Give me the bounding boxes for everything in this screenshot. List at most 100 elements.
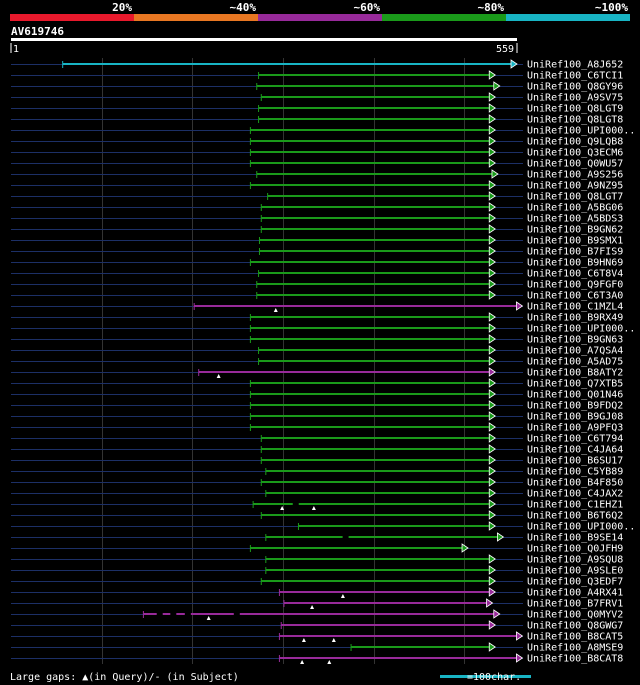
hit-label[interactable]: UniRef100_Q3ECM6 [527,148,623,159]
hit-bar[interactable] [258,272,490,274]
hit-row[interactable]: UniRef100_C4JA64 [11,444,623,456]
hit-bar[interactable] [256,173,492,175]
hit-row[interactable]: UniRef100_B9HN69 [11,257,623,269]
hit-row[interactable]: UniRef100_Q3EDF7 [11,576,623,588]
hit-label[interactable]: UniRef100_A9NZ95 [527,181,623,192]
hit-label[interactable]: UniRef100_Q0WU57 [527,159,623,170]
hit-row[interactable]: UniRef100_Q0JFH9 [11,543,623,555]
hit-bar[interactable] [261,514,490,516]
hit-bar[interactable] [279,635,517,637]
hit-label[interactable]: UniRef100_Q0JFH9 [527,544,623,555]
hit-row[interactable]: UniRef100_A9NZ95 [11,180,623,192]
hit-bar[interactable] [261,206,490,208]
hit-bar[interactable] [250,261,490,263]
hit-bar[interactable] [250,316,490,318]
hit-label[interactable]: UniRef100_B9GN62 [527,225,623,236]
hit-row[interactable]: UniRef100_B9FDQ2 [11,400,623,412]
hit-label[interactable]: UniRef100_B7FRV1 [527,599,623,610]
hit-bar[interactable] [351,646,490,648]
hit-bar[interactable] [281,624,490,626]
hit-bar[interactable] [267,195,490,197]
hit-label[interactable]: UniRef100_Q8GWG7 [527,621,623,632]
hit-bar[interactable] [261,437,490,439]
hit-row[interactable]: UniRef100_A5BDS3 [11,213,623,225]
hit-bar[interactable] [250,184,490,186]
hit-label[interactable]: UniRef100_C6T794 [527,434,623,445]
hit-bar[interactable] [265,492,490,494]
hit-row[interactable]: UniRef100_A8J652 [11,59,623,71]
hit-row[interactable]: UniRef100_Q8GWG7 [11,620,623,632]
hit-bar[interactable] [250,129,490,131]
hit-label[interactable]: UniRef100_A9S256 [527,170,623,181]
hit-row[interactable]: UniRef100_Q3ECM6 [11,147,623,159]
hit-row[interactable]: UniRef100_B9GJ08 [11,411,623,423]
hit-bar[interactable] [250,151,490,153]
hit-label[interactable]: UniRef100_C6TCI1 [527,71,623,82]
hit-label[interactable]: UniRef100_UPI000.. [527,324,635,335]
hit-row[interactable]: UniRef100_Q0WU57 [11,158,623,170]
hit-row[interactable]: UniRef100_B8CAT8 [11,653,623,665]
hit-bar[interactable] [265,536,498,538]
hit-row[interactable]: UniRef100_B9SE14 [11,532,623,544]
hit-row[interactable]: UniRef100_UPI000.. [11,125,635,137]
hit-bar[interactable] [261,217,490,219]
hit-row[interactable]: UniRef100_A9SV75 [11,92,623,104]
hit-bar[interactable] [250,426,490,428]
hit-label[interactable]: UniRef100_Q0MYV2 [527,610,623,621]
hit-label[interactable]: UniRef100_A9SV75 [527,93,623,104]
hit-row[interactable]: UniRef100_Q9LQB8 [11,136,623,148]
hit-label[interactable]: UniRef100_C4JA64 [527,445,623,456]
hit-row[interactable]: UniRef100_C6T8V4 [11,268,623,280]
hit-label[interactable]: UniRef100_A9SQU8 [527,555,623,566]
hit-bar[interactable] [261,481,490,483]
hit-label[interactable]: UniRef100_Q8LGT9 [527,104,623,115]
hit-row[interactable]: UniRef100_B6SU17 [11,455,623,467]
hit-label[interactable]: UniRef100_B6T6Q2 [527,511,623,522]
hit-bar[interactable] [253,503,490,505]
hit-label[interactable]: UniRef100_A7QSA4 [527,346,623,357]
hit-bar[interactable] [194,305,517,307]
hit-row[interactable]: UniRef100_Q01N46 [11,389,623,401]
hit-bar[interactable] [250,547,463,549]
hit-row[interactable]: UniRef100_UPI000.. [11,521,635,533]
hit-label[interactable]: UniRef100_A5AD75 [527,357,623,368]
hit-bar[interactable] [258,118,490,120]
hit-bar[interactable] [261,228,490,230]
hit-label[interactable]: UniRef100_Q01N46 [527,390,623,401]
hit-bar[interactable] [258,349,490,351]
hit-label[interactable]: UniRef100_B8ATY2 [527,368,623,379]
hit-row[interactable]: UniRef100_Q9FGF0 [11,279,623,291]
hit-row[interactable]: UniRef100_B8ATY2 [11,367,623,379]
hit-bar[interactable] [250,415,490,417]
hit-bar[interactable] [256,85,494,87]
hit-label[interactable]: UniRef100_Q9FGF0 [527,280,623,291]
hit-label[interactable]: UniRef100_Q8LGT8 [527,115,623,126]
hit-bar[interactable] [198,371,490,373]
hit-row[interactable]: UniRef100_B9GN62 [11,224,623,236]
hit-bar[interactable] [250,162,490,164]
hit-row[interactable]: UniRef100_Q8LGT8 [11,114,623,126]
hit-row[interactable]: UniRef100_UPI000.. [11,323,635,335]
hit-bar[interactable] [250,404,490,406]
hit-row[interactable]: UniRef100_B8CAT5 [11,631,623,643]
hit-label[interactable]: UniRef100_C4JAX2 [527,489,623,500]
hit-row[interactable]: UniRef100_Q8GY96 [11,81,623,93]
hit-row[interactable]: UniRef100_B6T6Q2 [11,510,623,522]
hit-bar[interactable] [258,360,490,362]
hit-bar[interactable] [256,294,490,296]
hit-row[interactable]: UniRef100_B9SMX1 [11,235,623,247]
hit-bar[interactable] [258,107,490,109]
hit-row[interactable]: UniRef100_Q8LGT7 [11,191,623,203]
hit-row[interactable]: UniRef100_Q7XTB5 [11,378,623,390]
hit-row[interactable]: UniRef100_C6T3A0 [11,290,623,302]
hit-label[interactable]: UniRef100_Q8LGT7 [527,192,623,203]
hit-row[interactable]: UniRef100_A9SLE0 [11,565,623,577]
hit-row[interactable]: UniRef100_C4JAX2 [11,488,623,500]
hit-label[interactable]: UniRef100_B9GJ08 [527,412,623,423]
hit-label[interactable]: UniRef100_B9RX49 [527,313,623,324]
hit-label[interactable]: UniRef100_C1EHZ1 [527,500,623,511]
hit-bar[interactable] [265,470,490,472]
hit-row[interactable]: UniRef100_A9SQU8 [11,554,623,566]
hit-bar[interactable] [261,580,490,582]
hit-row[interactable]: UniRef100_A4RX41 [11,587,623,599]
